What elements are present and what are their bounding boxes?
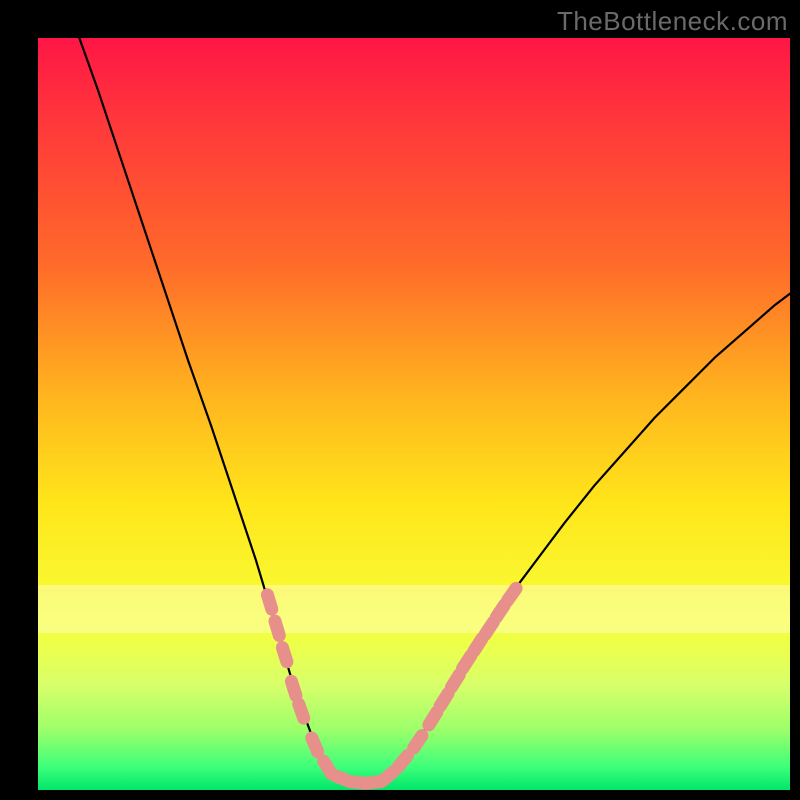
plot-gradient-bg	[38, 38, 790, 790]
bottleneck-chart	[0, 0, 800, 800]
pale-band	[38, 585, 790, 633]
chart-stage: TheBottleneck.com	[0, 0, 800, 800]
watermark-text: TheBottleneck.com	[557, 6, 788, 37]
